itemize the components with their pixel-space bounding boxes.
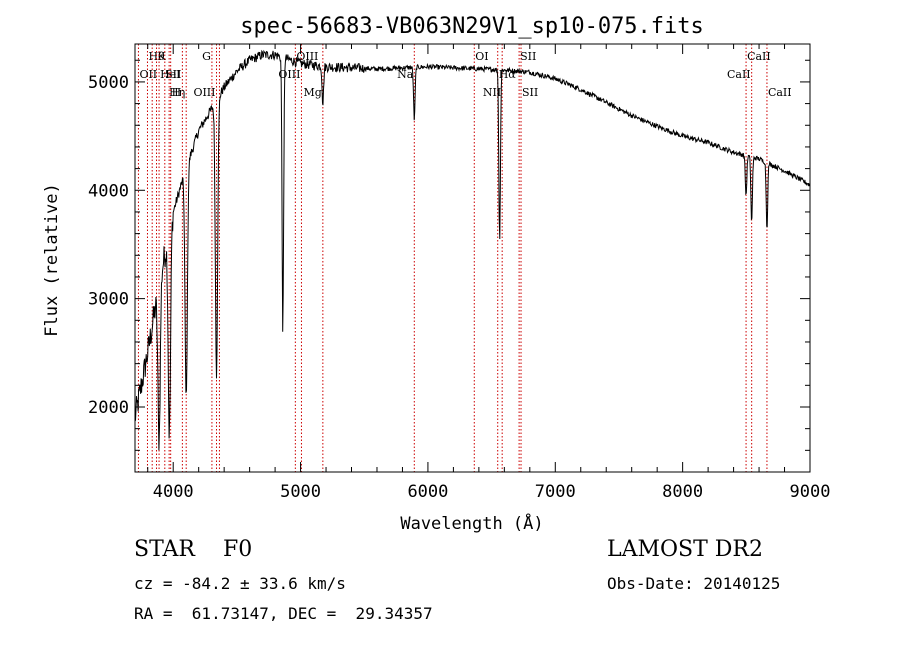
survey-name: LAMOST DR2 xyxy=(607,537,763,562)
line-marker-label: Hη xyxy=(169,86,185,99)
spectrum-line xyxy=(134,49,811,451)
line-marker-label: NII xyxy=(483,86,501,99)
redshift-cz: cz = -84.2 ± 33.6 km/s xyxy=(134,574,346,593)
x-axis-label: Wavelength (Å) xyxy=(400,512,543,534)
chart-title: spec-56683-VB063N29V1_sp10-075.fits xyxy=(240,14,704,39)
y-tick-label: 4000 xyxy=(88,181,129,201)
line-marker-label: SII xyxy=(165,68,181,81)
line-marker-label: H xyxy=(172,86,182,99)
line-marker-label: CaII xyxy=(747,50,771,63)
line-marker-label: Na xyxy=(397,68,414,81)
y-tick-label: 5000 xyxy=(88,73,129,93)
line-marker-label: OIII xyxy=(193,86,215,99)
line-marker-label: OIII xyxy=(278,68,300,81)
y-axis-label: Flux (relative) xyxy=(42,183,62,337)
line-marker-label: HeI xyxy=(160,68,180,81)
y-tick-label: 3000 xyxy=(88,290,129,310)
y-tick-label: 2000 xyxy=(88,398,129,418)
line-marker-label: OIII xyxy=(296,50,318,63)
x-tick-label: 4000 xyxy=(153,482,194,502)
x-tick-label: 7000 xyxy=(535,482,576,502)
line-marker-label: OII xyxy=(139,68,157,81)
line-marker-label: SII xyxy=(522,86,538,99)
x-tick-label: 6000 xyxy=(407,482,448,502)
line-marker-label: OI xyxy=(475,50,488,63)
spectral-class: STAR F0 xyxy=(134,537,253,562)
line-marker-label: CaII xyxy=(727,68,751,81)
observation-date: Obs-Date: 20140125 xyxy=(607,574,781,593)
plot-frame xyxy=(134,43,811,473)
x-tick-label: 5000 xyxy=(280,482,321,502)
line-marker-label: Hθ xyxy=(148,50,165,63)
x-tick-label: 8000 xyxy=(662,482,703,502)
ra-dec: RA = 61.73147, DEC = 29.34357 xyxy=(134,604,433,623)
line-marker-label: G xyxy=(202,50,211,63)
line-marker-label: Mg xyxy=(304,86,322,99)
line-marker-label: SII xyxy=(520,50,536,63)
line-marker-label: K xyxy=(158,50,167,63)
axis-ticks: 4000 5000 6000 7000 8000 9000 2000 3000 4000 5000 xyxy=(88,44,830,502)
line-marker-label: CaII xyxy=(768,86,792,99)
x-tick-label: 9000 xyxy=(790,482,831,502)
